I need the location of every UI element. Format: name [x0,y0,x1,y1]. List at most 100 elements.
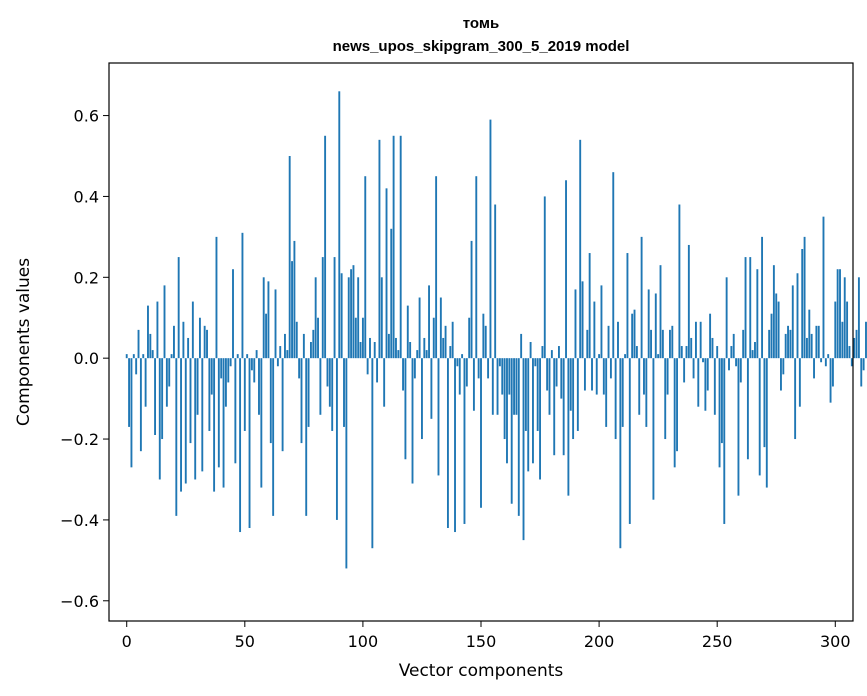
bar-component-77 [307,358,310,427]
bar-component-122 [413,358,416,379]
bar-component-184 [560,358,563,399]
bar-component-49 [241,232,244,359]
bar-component-306 [848,346,851,359]
bar-component-174 [536,358,539,431]
bar-component-273 [770,313,773,359]
bar-component-281 [789,329,792,359]
bar-component-191 [576,358,579,431]
bar-component-211 [624,354,627,359]
bar-component-117 [402,358,405,391]
bar-component-299 [831,358,834,387]
bar-component-33 [203,325,206,359]
bar-component-233 [676,358,678,452]
bar-component-284 [796,273,799,359]
bar-component-290 [810,333,813,359]
bar-component-198 [593,301,596,359]
bar-component-161 [506,358,508,464]
bar-component-156 [494,204,497,359]
bar-component-147 [472,358,475,411]
bar-component-45 [232,269,234,359]
bar-component-128 [428,285,430,359]
bar-component-8 [144,358,147,407]
bar-component-166 [517,358,520,516]
bar-component-54 [253,358,256,383]
bar-component-199 [595,358,598,395]
bar-component-160 [503,358,506,440]
bar-component-216 [635,346,638,359]
bar-component-102 [366,358,369,375]
bar-component-225 [657,354,660,359]
bar-component-222 [650,329,653,359]
bar-series [125,91,867,569]
bar-component-106 [376,358,379,383]
bar-component-113 [392,135,395,359]
bar-component-35 [208,358,211,431]
bar-component-239 [690,337,693,359]
y-tick-label: −0.4 [60,511,99,530]
bar-component-260 [739,358,742,383]
bar-component-267 [756,269,759,359]
bar-component-179 [548,358,551,415]
bar-component-13 [156,301,159,359]
bar-component-82 [319,358,322,415]
bar-component-103 [369,337,371,359]
bar-component-152 [484,325,487,359]
bar-component-15 [161,358,164,440]
bar-component-38 [215,236,218,359]
bar-component-132 [437,358,440,476]
bar-component-169 [524,358,527,431]
bar-component-2 [130,358,133,468]
bar-component-37 [213,358,216,492]
bar-component-312 [862,358,865,371]
bar-component-143 [463,358,466,524]
bar-component-115 [397,350,400,359]
bar-component-73 [298,358,301,379]
bar-component-170 [527,358,530,472]
bar-component-288 [805,337,808,359]
bar-component-46 [234,358,237,464]
bar-component-195 [586,329,589,359]
bar-component-74 [300,358,303,444]
bar-component-247 [709,313,712,359]
bar-component-135 [444,325,447,359]
bar-component-107 [378,139,381,359]
bar-component-186 [565,180,567,359]
bar-component-270 [763,358,766,448]
bar-component-42 [224,358,227,407]
bar-component-158 [498,358,501,367]
chart-subtitle: news_upos_skipgram_300_5_2019 model [333,38,630,55]
bar-component-263 [746,358,749,460]
bar-component-200 [598,354,601,359]
bar-component-16 [163,285,166,359]
bar-component-44 [229,358,232,367]
bar-component-257 [732,333,735,359]
bar-component-168 [522,358,525,541]
bar-component-310 [857,277,860,359]
bar-component-154 [489,119,492,359]
bar-component-123 [416,350,419,359]
bar-component-224 [654,293,657,359]
bar-component-219 [643,358,645,395]
bar-component-28 [191,301,194,359]
bar-component-300 [834,301,837,359]
bar-component-64 [276,358,279,367]
bar-component-182 [555,358,558,387]
bar-component-26 [187,337,190,359]
bar-component-60 [267,281,270,359]
bar-component-178 [546,358,549,391]
bar-component-71 [293,240,296,359]
bar-component-24 [182,321,185,359]
bar-component-197 [591,358,593,391]
bar-component-40 [220,358,223,379]
bar-component-58 [262,277,265,359]
bar-component-243 [699,321,702,359]
bar-component-63 [274,289,277,359]
bar-component-264 [749,257,752,359]
bar-component-303 [841,321,844,359]
bar-component-17 [165,358,168,407]
bar-component-223 [652,358,655,500]
bar-component-297 [827,354,830,359]
bar-component-307 [850,358,853,367]
bar-component-279 [784,333,787,359]
bar-component-189 [572,358,575,440]
